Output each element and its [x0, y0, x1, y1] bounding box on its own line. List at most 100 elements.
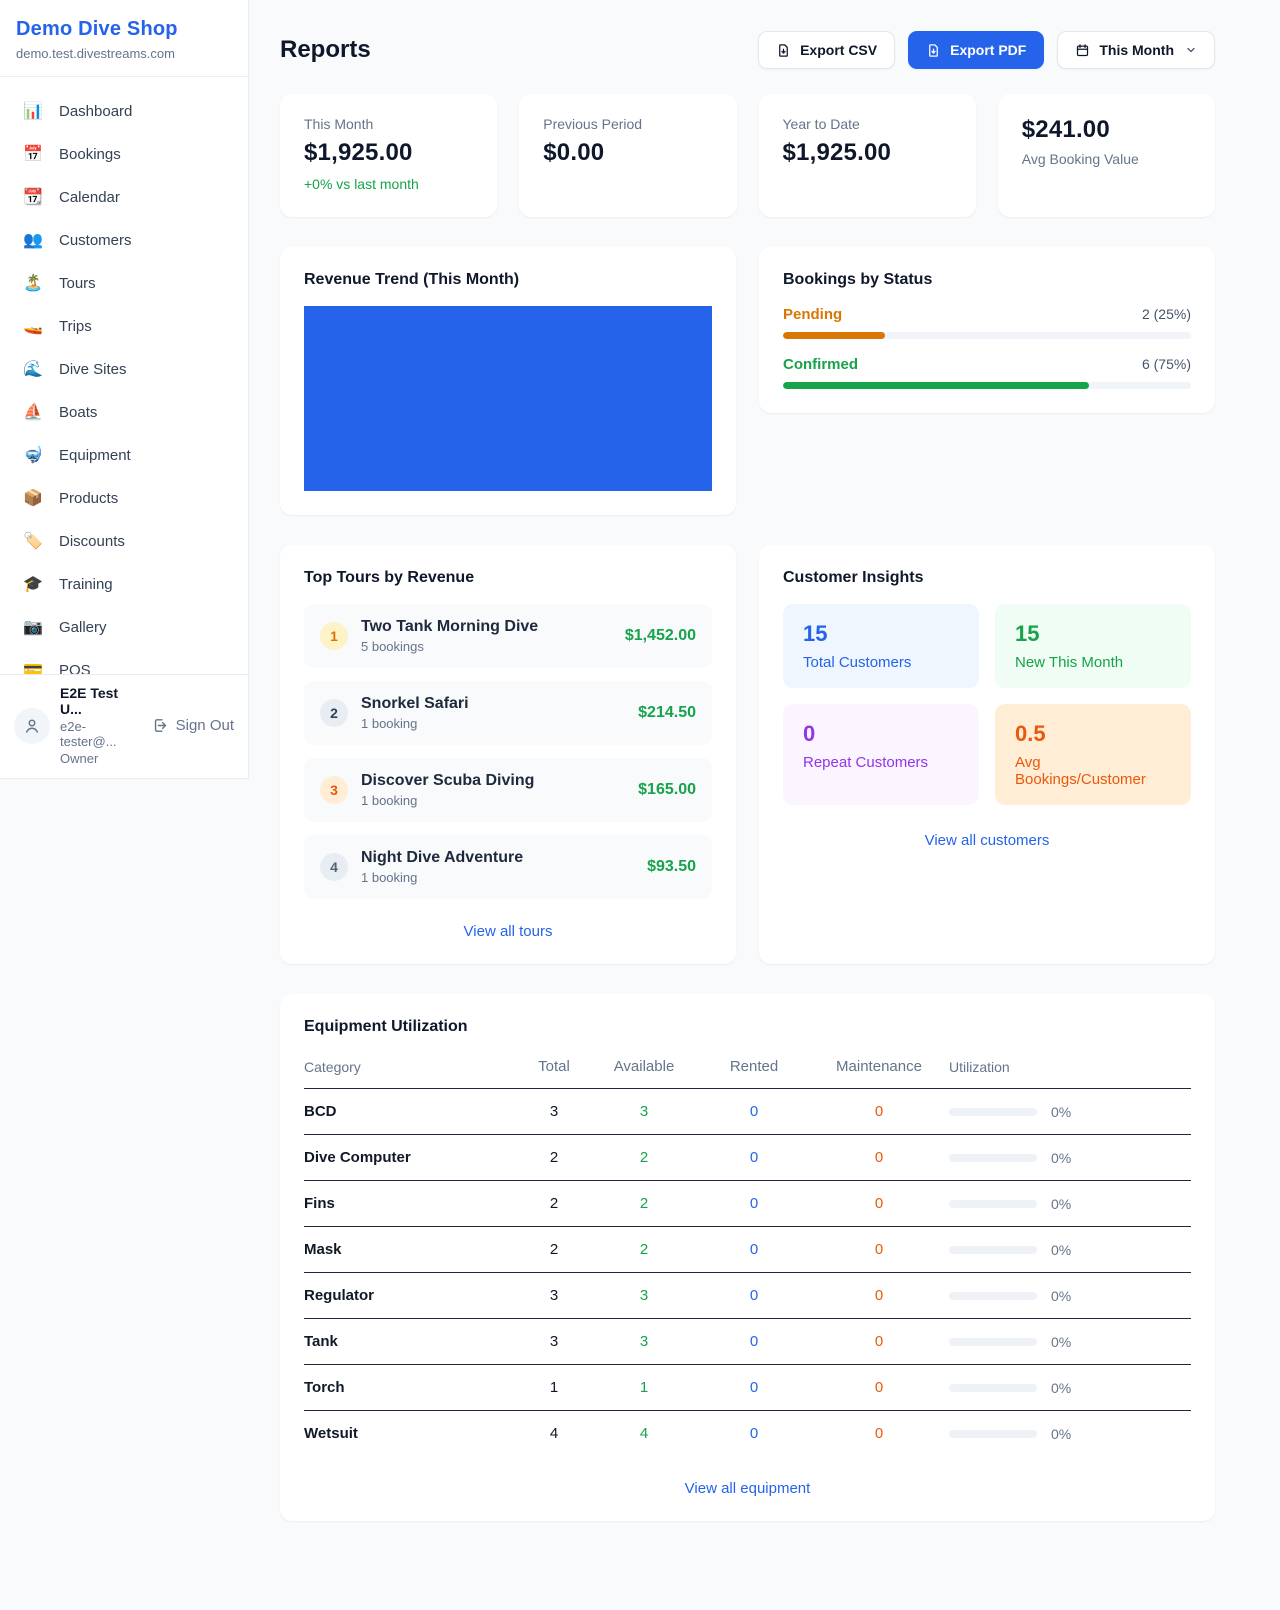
sidebar-item-discounts[interactable]: 🏷️ Discounts [10, 521, 238, 562]
boats-icon: ⛵ [23, 403, 43, 421]
equipment-maintenance: 0 [874, 1241, 884, 1258]
equipment-category: Wetsuit [304, 1425, 358, 1442]
dive-sites-icon: 🌊 [23, 360, 43, 378]
equipment-rented: 0 [749, 1287, 759, 1304]
utilization-percent: 0% [1051, 1379, 1072, 1396]
tour-row: 1 Two Tank Morning Dive 5 bookings $1,45… [304, 604, 712, 668]
equipment-maintenance: 0 [874, 1333, 884, 1350]
equipment-total: 2 [549, 1195, 559, 1212]
utilization-cell: 0% [949, 1380, 1191, 1396]
stat-value: $1,925.00 [782, 139, 892, 166]
sign-out-icon [154, 719, 166, 732]
equipment-total: 1 [549, 1379, 559, 1396]
tour-row: 3 Discover Scuba Diving 1 booking $165.0… [304, 758, 712, 822]
tile-label: New This Month [1015, 654, 1124, 671]
sidebar-item-label: Bookings [59, 146, 121, 163]
sidebar-item-tours[interactable]: 🏝️ Tours [10, 263, 238, 304]
sidebar-item-bookings[interactable]: 📅 Bookings [10, 134, 238, 175]
period-dropdown[interactable]: This Month [1057, 31, 1215, 69]
sidebar-item-training[interactable]: 🎓 Training [10, 564, 238, 605]
equipment-available: 2 [639, 1195, 649, 1212]
sidebar-item-gallery[interactable]: 📷 Gallery [10, 607, 238, 648]
sidebar-item-boats[interactable]: ⛵ Boats [10, 392, 238, 433]
shop-name: Demo Dive Shop [16, 18, 178, 40]
export-pdf-button[interactable]: Export PDF [908, 31, 1045, 69]
sidebar-header: Demo Dive Shop demo.test.divestreams.com [0, 0, 248, 77]
page-title: Reports [280, 36, 371, 63]
sidebar-item-customers[interactable]: 👥 Customers [10, 220, 238, 261]
table-row: BCD 3 3 0 0 0% [304, 1089, 1191, 1135]
sidebar-item-equipment[interactable]: 🤿 Equipment [10, 435, 238, 476]
utilization-bar-track [949, 1429, 1037, 1438]
export-csv-label: Export CSV [800, 42, 878, 58]
view-all-customers-link[interactable]: View all customers [924, 832, 1050, 849]
bookings-icon: 📅 [23, 145, 43, 163]
equipment-maintenance: 0 [874, 1149, 884, 1166]
sidebar-item-dashboard[interactable]: 📊 Dashboard [10, 91, 238, 132]
tile-value: 0.5 [1015, 721, 1046, 746]
sidebar-item-calendar[interactable]: 📆 Calendar [10, 177, 238, 218]
equipment-rented: 0 [749, 1425, 759, 1442]
utilization-cell: 0% [949, 1426, 1191, 1442]
equipment-available: 3 [639, 1287, 649, 1304]
equipment-total: 2 [549, 1241, 559, 1258]
sidebar-item-label: Gallery [59, 619, 107, 636]
equipment-icon: 🤿 [23, 446, 43, 464]
sidebar-item-label: Tours [59, 275, 96, 292]
equipment-maintenance: 0 [874, 1425, 884, 1442]
equipment-category: Regulator [304, 1287, 375, 1304]
stat-label: This Month [304, 116, 374, 132]
tour-bookings: 1 booking [361, 793, 418, 808]
avatar [14, 707, 50, 744]
utilization-bar-track [949, 1245, 1037, 1254]
equipment-rented: 0 [749, 1103, 759, 1120]
calendar-icon: 📆 [23, 188, 43, 206]
utilization-percent: 0% [1051, 1333, 1072, 1350]
table-row: Torch 1 1 0 0 0% [304, 1365, 1191, 1411]
sidebar-item-label: Products [59, 490, 119, 507]
utilization-cell: 0% [949, 1104, 1191, 1120]
export-pdf-label: Export PDF [950, 42, 1027, 58]
sidebar-item-dive-sites[interactable]: 🌊 Dive Sites [10, 349, 238, 390]
tour-bookings: 1 booking [361, 716, 418, 731]
equipment-rented: 0 [749, 1149, 759, 1166]
file-download-icon [779, 43, 788, 57]
top-tours-card: Top Tours by Revenue 1 Two Tank Morning … [280, 545, 736, 964]
utilization-bar-track [949, 1107, 1037, 1116]
page-header: Reports Export CSV Export PDF This Month [280, 31, 1215, 69]
user-name: E2E Test U... [60, 685, 119, 717]
equipment-rented: 0 [749, 1379, 759, 1396]
tile-new-this-month: 15 New This Month [995, 604, 1191, 688]
sidebar-item-label: Customers [59, 232, 132, 249]
status-count: 2 (25%) [1141, 306, 1191, 322]
view-all-tours-link[interactable]: View all tours [463, 923, 553, 940]
sidebar-item-label: Dashboard [59, 103, 133, 120]
equipment-category: Mask [304, 1241, 342, 1258]
view-all-equipment-link[interactable]: View all equipment [684, 1480, 811, 1497]
user-icon [26, 719, 38, 733]
sign-out-button[interactable]: Sign Out [152, 717, 234, 734]
equipment-total: 4 [549, 1425, 559, 1442]
export-csv-button[interactable]: Export CSV [758, 31, 896, 69]
status-bar-fill [783, 332, 885, 339]
table-row: Fins 2 2 0 0 0% [304, 1181, 1191, 1227]
stat-value: $0.00 [543, 139, 605, 166]
revenue-trend-card: Revenue Trend (This Month) [280, 247, 736, 515]
tour-bookings: 1 booking [361, 870, 418, 885]
stat-card-previous-period: Previous Period $0.00 [519, 94, 737, 217]
table-row: Mask 2 2 0 0 0% [304, 1227, 1191, 1273]
status-bar-track [783, 332, 1191, 339]
column-header-available: Available [613, 1058, 675, 1075]
status-bar-track [783, 382, 1191, 389]
utilization-bar-track [949, 1383, 1037, 1392]
main-content: Reports Export CSV Export PDF This Month [249, 0, 1280, 1561]
sign-out-label: Sign Out [175, 717, 234, 734]
utilization-cell: 0% [949, 1196, 1191, 1212]
tile-label: Total Customers [803, 654, 912, 671]
sidebar-item-trips[interactable]: 🚤 Trips [10, 306, 238, 347]
utilization-percent: 0% [1051, 1425, 1072, 1442]
sidebar-item-products[interactable]: 📦 Products [10, 478, 238, 519]
stat-value: $241.00 [1021, 116, 1110, 143]
status-row-pending: Pending 2 (25%) [783, 306, 1191, 339]
user-email: e2e-tester@... [60, 719, 117, 749]
